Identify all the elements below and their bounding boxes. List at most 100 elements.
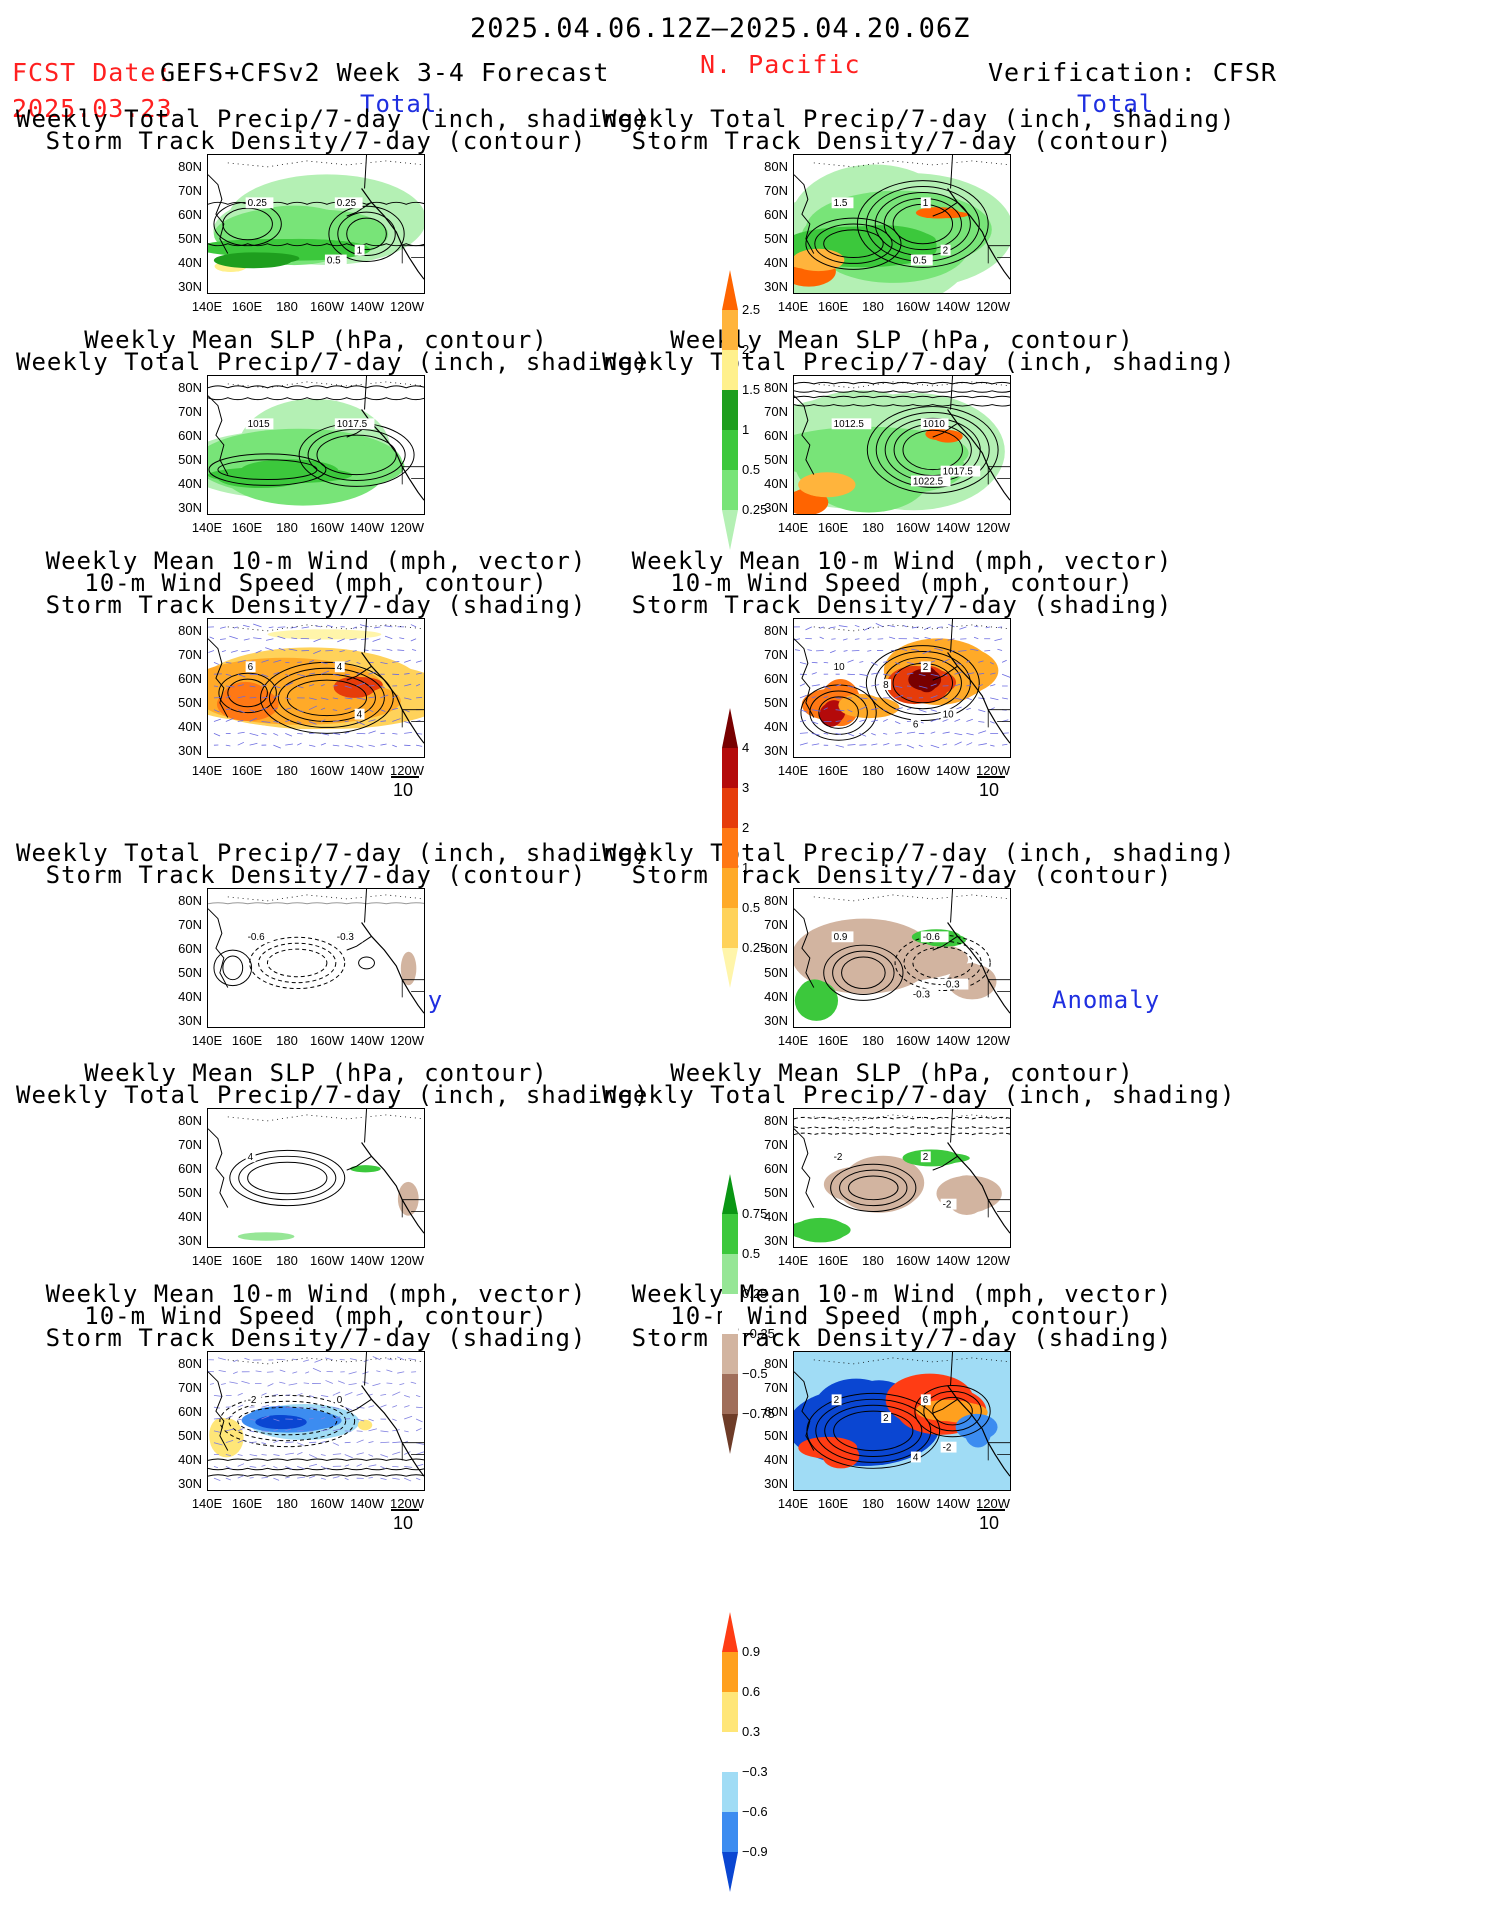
lat-tick-fcst-anom-wind-storm-1: 70N (178, 1380, 202, 1395)
valid-period-title: 2025.04.06.12Z—2025.04.20.06Z (470, 13, 971, 44)
lat-tick-cfsr-total-precip-storm-4: 40N (764, 255, 788, 270)
lat-tick-fcst-anom-wind-storm-4: 40N (178, 1452, 202, 1467)
map-fcst-anom-slp-precip: 4 (207, 1108, 425, 1248)
lat-tick-fcst-total-wind-storm-5: 30N (178, 743, 202, 758)
lat-tick-fcst-total-slp-precip-4: 40N (178, 476, 202, 491)
lat-tick-cfsr-total-wind-storm-3: 50N (764, 695, 788, 710)
colorbar-svg-colorbar-total-storm (722, 708, 738, 988)
contour-label-cfsr-total-precip-storm-3: 0.5 (910, 254, 933, 266)
lon-tick-fcst-total-slp-precip-2: 180 (276, 520, 298, 535)
colorbar-swatch-colorbar-anom-storm-2 (722, 1692, 738, 1732)
lat-tick-fcst-anom-slp-precip-4: 40N (178, 1209, 202, 1224)
colorbar-swatch-colorbar-total-storm-5 (722, 908, 738, 948)
lon-tick-cfsr-total-slp-precip-1: 160E (817, 520, 849, 535)
contour-label-fcst-total-slp-precip-1: 1017.5 (334, 418, 375, 430)
lat-tick-fcst-total-wind-storm-3: 50N (178, 695, 202, 710)
lon-tick-cfsr-total-slp-precip-0: 140E (777, 520, 809, 535)
panel-title-cfsr-total-wind-storm-2: Storm Track Density/7-day (shading) (631, 591, 1173, 619)
lat-tick-fcst-total-slp-precip-0: 80N (178, 380, 202, 395)
lon-tick-cfsr-anom-precip-storm-5: 120W (976, 1033, 1010, 1048)
region-label: N. Pacific (700, 50, 861, 79)
svg-text:-2: -2 (943, 1443, 952, 1454)
lon-tick-fcst-anom-precip-storm-0: 140E (191, 1033, 223, 1048)
lon-tick-fcst-anom-wind-storm-2: 180 (276, 1496, 298, 1511)
lon-tick-fcst-anom-precip-storm-3: 160W (310, 1033, 344, 1048)
lat-tick-cfsr-total-slp-precip-4: 40N (764, 476, 788, 491)
svg-text:-0.3: -0.3 (913, 989, 931, 1000)
lat-tick-cfsr-anom-wind-storm-2: 60N (764, 1404, 788, 1419)
lon-tick-fcst-anom-slp-precip-0: 140E (191, 1253, 223, 1268)
lat-tick-fcst-anom-wind-storm-5: 30N (178, 1476, 202, 1491)
lat-tick-cfsr-anom-precip-storm-4: 40N (764, 989, 788, 1004)
contour-label-cfsr-anom-wind-storm-4: 2 (881, 1412, 892, 1424)
svg-text:8: 8 (883, 680, 889, 691)
lat-tick-fcst-total-precip-storm-1: 70N (178, 183, 202, 198)
lon-tick-fcst-total-wind-storm-0: 140E (191, 763, 223, 778)
lat-tick-cfsr-total-wind-storm-1: 70N (764, 647, 788, 662)
lat-tick-cfsr-anom-wind-storm-4: 40N (764, 1452, 788, 1467)
contour-label-cfsr-total-wind-storm-1: 2 (920, 661, 931, 673)
lon-tick-cfsr-anom-slp-precip-0: 140E (777, 1253, 809, 1268)
lon-tick-cfsr-anom-wind-storm-0: 140E (777, 1496, 809, 1511)
lat-tick-fcst-total-wind-storm-4: 40N (178, 719, 202, 734)
svg-text:1: 1 (923, 198, 929, 209)
colorbar-swatch-colorbar-total-storm-0 (722, 708, 738, 748)
svg-text:4: 4 (357, 710, 363, 721)
map-cfsr-anom-wind-storm: 2 6 -2 4 2 (793, 1351, 1011, 1491)
map-svg-cfsr-anom-wind-storm: 2 6 -2 4 2 (794, 1352, 1010, 1490)
colorbar-swatch-colorbar-total-precip-1 (722, 310, 738, 350)
map-svg-fcst-anom-precip-storm: -0.6 -0.3 (208, 889, 424, 1014)
svg-text:-2: -2 (943, 1200, 952, 1211)
colorbar-swatch-colorbar-anom-storm-4 (722, 1772, 738, 1812)
colorbar-swatch-colorbar-total-storm-3 (722, 828, 738, 868)
contour-label-cfsr-anom-wind-storm-1: 6 (920, 1394, 931, 1406)
lon-tick-cfsr-anom-precip-storm-4: 140W (936, 1033, 970, 1048)
lon-tick-fcst-total-slp-precip-4: 140W (350, 520, 384, 535)
lat-tick-cfsr-anom-slp-precip-4: 40N (764, 1209, 788, 1224)
panel-title-fcst-total-slp-precip-0: Weekly Mean SLP (hPa, contour) (84, 326, 548, 354)
contour-label-fcst-anom-precip-storm-0: -0.6 (245, 931, 274, 943)
colorbar-swatch-colorbar-anom-precip-5 (722, 1374, 738, 1414)
contour-label-fcst-total-precip-storm-0: 0.25 (245, 197, 274, 209)
lon-tick-fcst-anom-slp-precip-1: 160E (231, 1253, 263, 1268)
vector-ref-cfsr-anom-wind-storm: 10 (979, 1513, 1000, 1533)
panel-title-cfsr-anom-precip-storm-1: Storm Track Density/7-day (contour) (631, 861, 1173, 889)
fcst-date-label: FCST Date: (12, 58, 173, 87)
colorbar-tick-colorbar-total-precip-0: 2.5 (742, 302, 761, 317)
vector-ref-fcst-anom-wind-storm: 10 (393, 1513, 414, 1533)
lon-tick-cfsr-total-slp-precip-2: 180 (862, 520, 884, 535)
colorbar-swatch-colorbar-total-precip-2 (722, 350, 738, 390)
lat-tick-cfsr-total-precip-storm-1: 70N (764, 183, 788, 198)
lat-tick-cfsr-total-wind-storm-4: 40N (764, 719, 788, 734)
panel-title-cfsr-anom-wind-storm-0: Weekly Mean 10-m Wind (mph, vector) (631, 1280, 1173, 1308)
lon-tick-fcst-total-slp-precip-0: 140E (191, 520, 223, 535)
lat-tick-fcst-anom-slp-precip-0: 80N (178, 1113, 202, 1128)
svg-text:0.9: 0.9 (834, 932, 848, 943)
lon-tick-cfsr-anom-wind-storm-4: 140W (936, 1496, 970, 1511)
colorbar-tick-colorbar-total-storm-2: 2 (742, 820, 750, 835)
panel-title-fcst-anom-wind-storm-0: Weekly Mean 10-m Wind (mph, vector) (45, 1280, 587, 1308)
panel-title-fcst-total-slp-precip-1: Weekly Total Precip/7-day (inch, shading… (16, 348, 650, 376)
panel-title-cfsr-total-wind-storm-1: 10-m Wind Speed (mph, contour) (670, 569, 1134, 597)
lat-tick-fcst-anom-slp-precip-1: 70N (178, 1137, 202, 1152)
contour-label-cfsr-total-slp-precip-0: 1012.5 (831, 418, 872, 430)
colorbar-tick-colorbar-anom-precip-4: −0.5 (742, 1366, 768, 1381)
colorbar-swatch-colorbar-total-storm-4 (722, 868, 738, 908)
colorbar-colorbar-anom-precip: 0.75 0.5 0.25 −0.25 −0.5 −0.75 (722, 1174, 798, 1454)
lon-tick-cfsr-anom-slp-precip-3: 160W (896, 1253, 930, 1268)
lon-tick-fcst-total-wind-storm-5: 120W (390, 763, 424, 778)
map-svg-fcst-total-precip-storm: 0.25 0.25 1 0.5 (208, 155, 424, 280)
colorbar-swatch-colorbar-anom-precip-2 (722, 1254, 738, 1294)
svg-text:1017.5: 1017.5 (943, 467, 974, 478)
svg-text:1: 1 (357, 246, 363, 257)
lat-tick-cfsr-anom-precip-storm-2: 60N (764, 941, 788, 956)
colorbar-swatch-colorbar-total-storm-6 (722, 948, 738, 988)
lon-tick-cfsr-total-wind-storm-1: 160E (817, 763, 849, 778)
colorbar-swatch-colorbar-total-precip-6 (722, 510, 738, 550)
section-anomaly-right: Anomaly (1052, 986, 1161, 1014)
lon-tick-fcst-total-slp-precip-1: 160E (231, 520, 263, 535)
contour-label-cfsr-anom-slp-precip-2: -2 (940, 1198, 957, 1211)
lon-tick-cfsr-anom-wind-storm-3: 160W (896, 1496, 930, 1511)
contour-label-cfsr-anom-wind-storm-3: 4 (910, 1451, 921, 1463)
map-svg-cfsr-total-wind-storm: 10 2 10 6 8 (794, 619, 1010, 749)
